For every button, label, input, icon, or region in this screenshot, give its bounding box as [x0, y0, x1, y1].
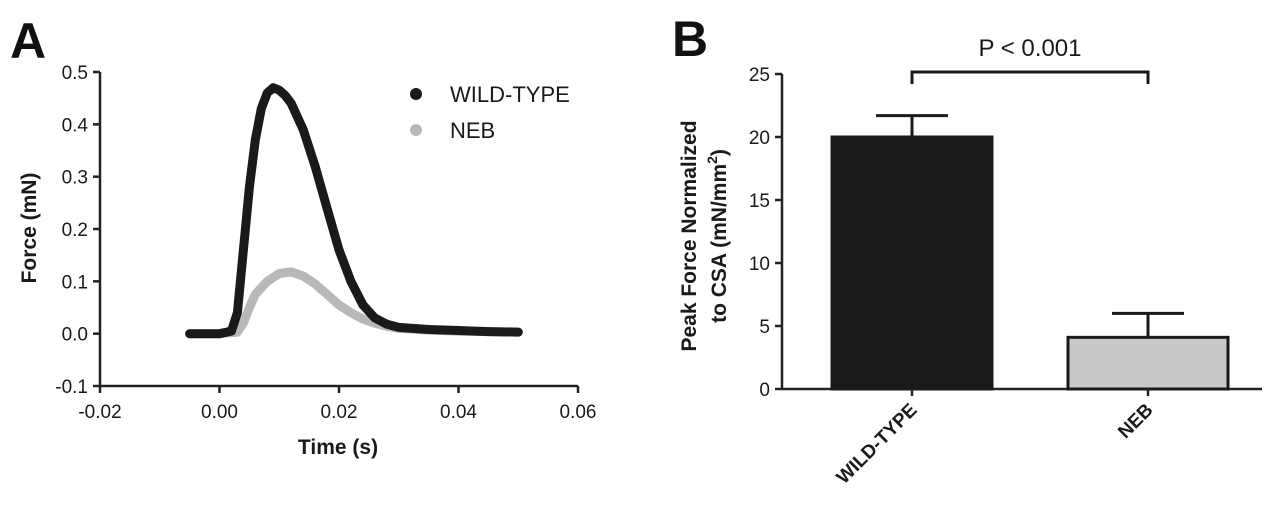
- panel-a-x-axis-label: Time (s): [298, 436, 378, 459]
- bar-wild-type: [830, 135, 994, 391]
- panel-letter-b: B: [672, 11, 708, 67]
- legend-label-neb: NEB: [450, 118, 495, 143]
- panel-a-y-tick-label: 0.5: [62, 63, 88, 84]
- panel-a-legend: WILD-TYPE NEB: [410, 82, 570, 143]
- panel-a-x-tick-label: 0.02: [321, 402, 358, 423]
- bar-neb: [1066, 335, 1230, 391]
- significance-bracket: [910, 70, 1150, 84]
- panel-a-y-tick-label: -0.1: [55, 377, 88, 398]
- panel-b-y-tick-label: 0: [759, 380, 770, 401]
- series-line-wild-type: [185, 83, 523, 339]
- panel-a-y-tick-label: 0.4: [62, 115, 89, 136]
- panel-b-y-tick-label: 20: [749, 128, 770, 149]
- panel-b-y-tick-label: 10: [749, 254, 770, 275]
- panel-a-y-axis-label: Force (mN): [18, 173, 41, 284]
- panel-b-category-label: NEB: [1114, 400, 1157, 443]
- panel-a-y-tick-label: 0.2: [62, 220, 88, 241]
- panel-b-y-tick-label: 5: [759, 317, 770, 338]
- panel-a-x-tick-label: 0.00: [201, 402, 238, 423]
- panel-a-y-tick-label: 0.0: [62, 325, 88, 346]
- legend-marker-neb: [410, 124, 422, 136]
- panel-b-category-label: WILD-TYPE: [833, 400, 922, 489]
- panel-a-line-chart: -0.1 0.0 0.1 0.2 0.3 0.4 0.5 -0.02 0.00 0.02 0.04 0…: [55, 63, 596, 423]
- legend-marker-wild-type: [410, 88, 422, 100]
- panel-a-y-tick-label: 0.1: [62, 272, 88, 293]
- panel-a-x-tick-label: -0.02: [78, 402, 121, 423]
- panel-letter-a: A: [10, 13, 46, 69]
- panel-b-y-axis-label-line2: to CSA (mN/mm2): [704, 149, 731, 323]
- panel-b-y-tick-label: 25: [749, 65, 770, 86]
- significance-annotation: P < 0.001: [979, 35, 1082, 62]
- panel-b-bar-chart: 0 5 10 15 20 25 WILD-TYPE NEB: [749, 65, 1262, 488]
- panel-b-y-axis-label-line1: Peak Force Normalized: [678, 120, 701, 351]
- panel-a-y-tick-label: 0.3: [62, 168, 88, 189]
- legend-label-wild-type: WILD-TYPE: [450, 82, 570, 107]
- panel-b-y-tick-label: 15: [749, 191, 770, 212]
- panel-a-x-tick-label: 0.06: [560, 402, 597, 423]
- panel-a-x-tick-label: 0.04: [440, 402, 477, 423]
